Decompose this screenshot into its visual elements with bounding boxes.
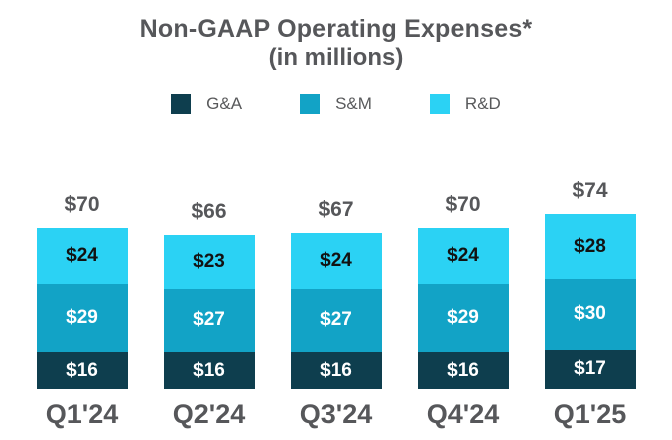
segment-value-label: $29 — [66, 306, 98, 328]
bar-column: $67 $24 $27 $16 Q3'24 — [290, 197, 382, 430]
segment-value-label: $29 — [447, 306, 479, 328]
bar-total-label: $66 — [191, 199, 227, 223]
x-axis-label: Q4'24 — [426, 399, 500, 430]
x-axis-label: Q3'24 — [299, 399, 373, 430]
bar-segment-sm: $29 — [417, 284, 509, 352]
bar-segment-rd: $24 — [417, 227, 509, 285]
legend-swatch-sm — [300, 94, 321, 115]
legend-item-sm: S&M — [300, 94, 372, 115]
segment-value-label: $30 — [574, 303, 606, 325]
bar-segment-ga: $16 — [290, 351, 382, 390]
stacked-bar: $24 $27 $16 — [290, 232, 382, 390]
bar-total-label: $70 — [445, 192, 481, 216]
stacked-bar: $28 $30 $17 — [544, 213, 636, 390]
bar-segment-ga: $16 — [36, 351, 128, 390]
segment-value-label: $27 — [193, 309, 225, 331]
segment-value-label: $24 — [447, 244, 479, 266]
bar-chart: $70 $24 $29 $16 Q1'24 $66 $23 $27 $16 Q2'24 $67 $24… — [0, 179, 672, 429]
legend-label-rd: R&D — [464, 94, 501, 114]
segment-value-label: $16 — [320, 359, 352, 381]
segment-value-label: $24 — [320, 249, 352, 271]
segment-value-label: $16 — [447, 359, 479, 381]
bar-segment-sm: $27 — [163, 288, 255, 352]
segment-value-label: $24 — [66, 244, 98, 266]
bar-segment-sm: $29 — [36, 284, 128, 352]
bar-total-label: $70 — [64, 192, 100, 216]
stacked-bar: $23 $27 $16 — [163, 234, 255, 390]
segment-value-label: $28 — [574, 235, 606, 257]
bar-segment-ga: $17 — [544, 349, 636, 390]
segment-value-label: $27 — [320, 309, 352, 331]
bar-column: $74 $28 $30 $17 Q1'25 — [544, 178, 636, 430]
legend-item-rd: R&D — [429, 94, 501, 115]
bar-column: $70 $24 $29 $16 Q1'24 — [36, 192, 128, 430]
chart-title: Non-GAAP Operating Expenses* — [139, 15, 533, 43]
stacked-bar: $24 $29 $16 — [36, 227, 128, 390]
bar-segment-sm: $30 — [544, 279, 636, 350]
bar-segment-ga: $16 — [163, 351, 255, 390]
bar-segment-rd: $23 — [163, 234, 255, 289]
segment-value-label: $16 — [66, 359, 98, 381]
x-axis-label: Q1'24 — [45, 399, 119, 430]
x-axis-label: Q2'24 — [172, 399, 246, 430]
bar-total-label: $67 — [318, 197, 354, 221]
legend-label-ga: G&A — [206, 94, 243, 114]
legend: G&A S&M R&D — [0, 94, 672, 115]
bar-column: $66 $23 $27 $16 Q2'24 — [163, 199, 255, 430]
bar-segment-ga: $16 — [417, 351, 509, 390]
segment-value-label: $23 — [193, 250, 225, 272]
chart-subtitle: (in millions) — [268, 43, 404, 71]
bar-segment-rd: $24 — [36, 227, 128, 285]
x-axis-label: Q1'25 — [553, 399, 627, 430]
legend-item-ga: G&A — [171, 94, 243, 115]
stacked-bar: $24 $29 $16 — [417, 227, 509, 390]
legend-swatch-ga — [171, 94, 192, 115]
legend-swatch-rd — [429, 94, 450, 115]
bar-segment-rd: $28 — [544, 213, 636, 280]
bar-total-label: $74 — [572, 178, 608, 202]
segment-value-label: $17 — [574, 358, 606, 380]
legend-label-sm: S&M — [335, 94, 372, 114]
bar-segment-rd: $24 — [290, 232, 382, 289]
segment-value-label: $16 — [193, 359, 225, 381]
bar-column: $70 $24 $29 $16 Q4'24 — [417, 192, 509, 430]
bar-segment-sm: $27 — [290, 288, 382, 352]
